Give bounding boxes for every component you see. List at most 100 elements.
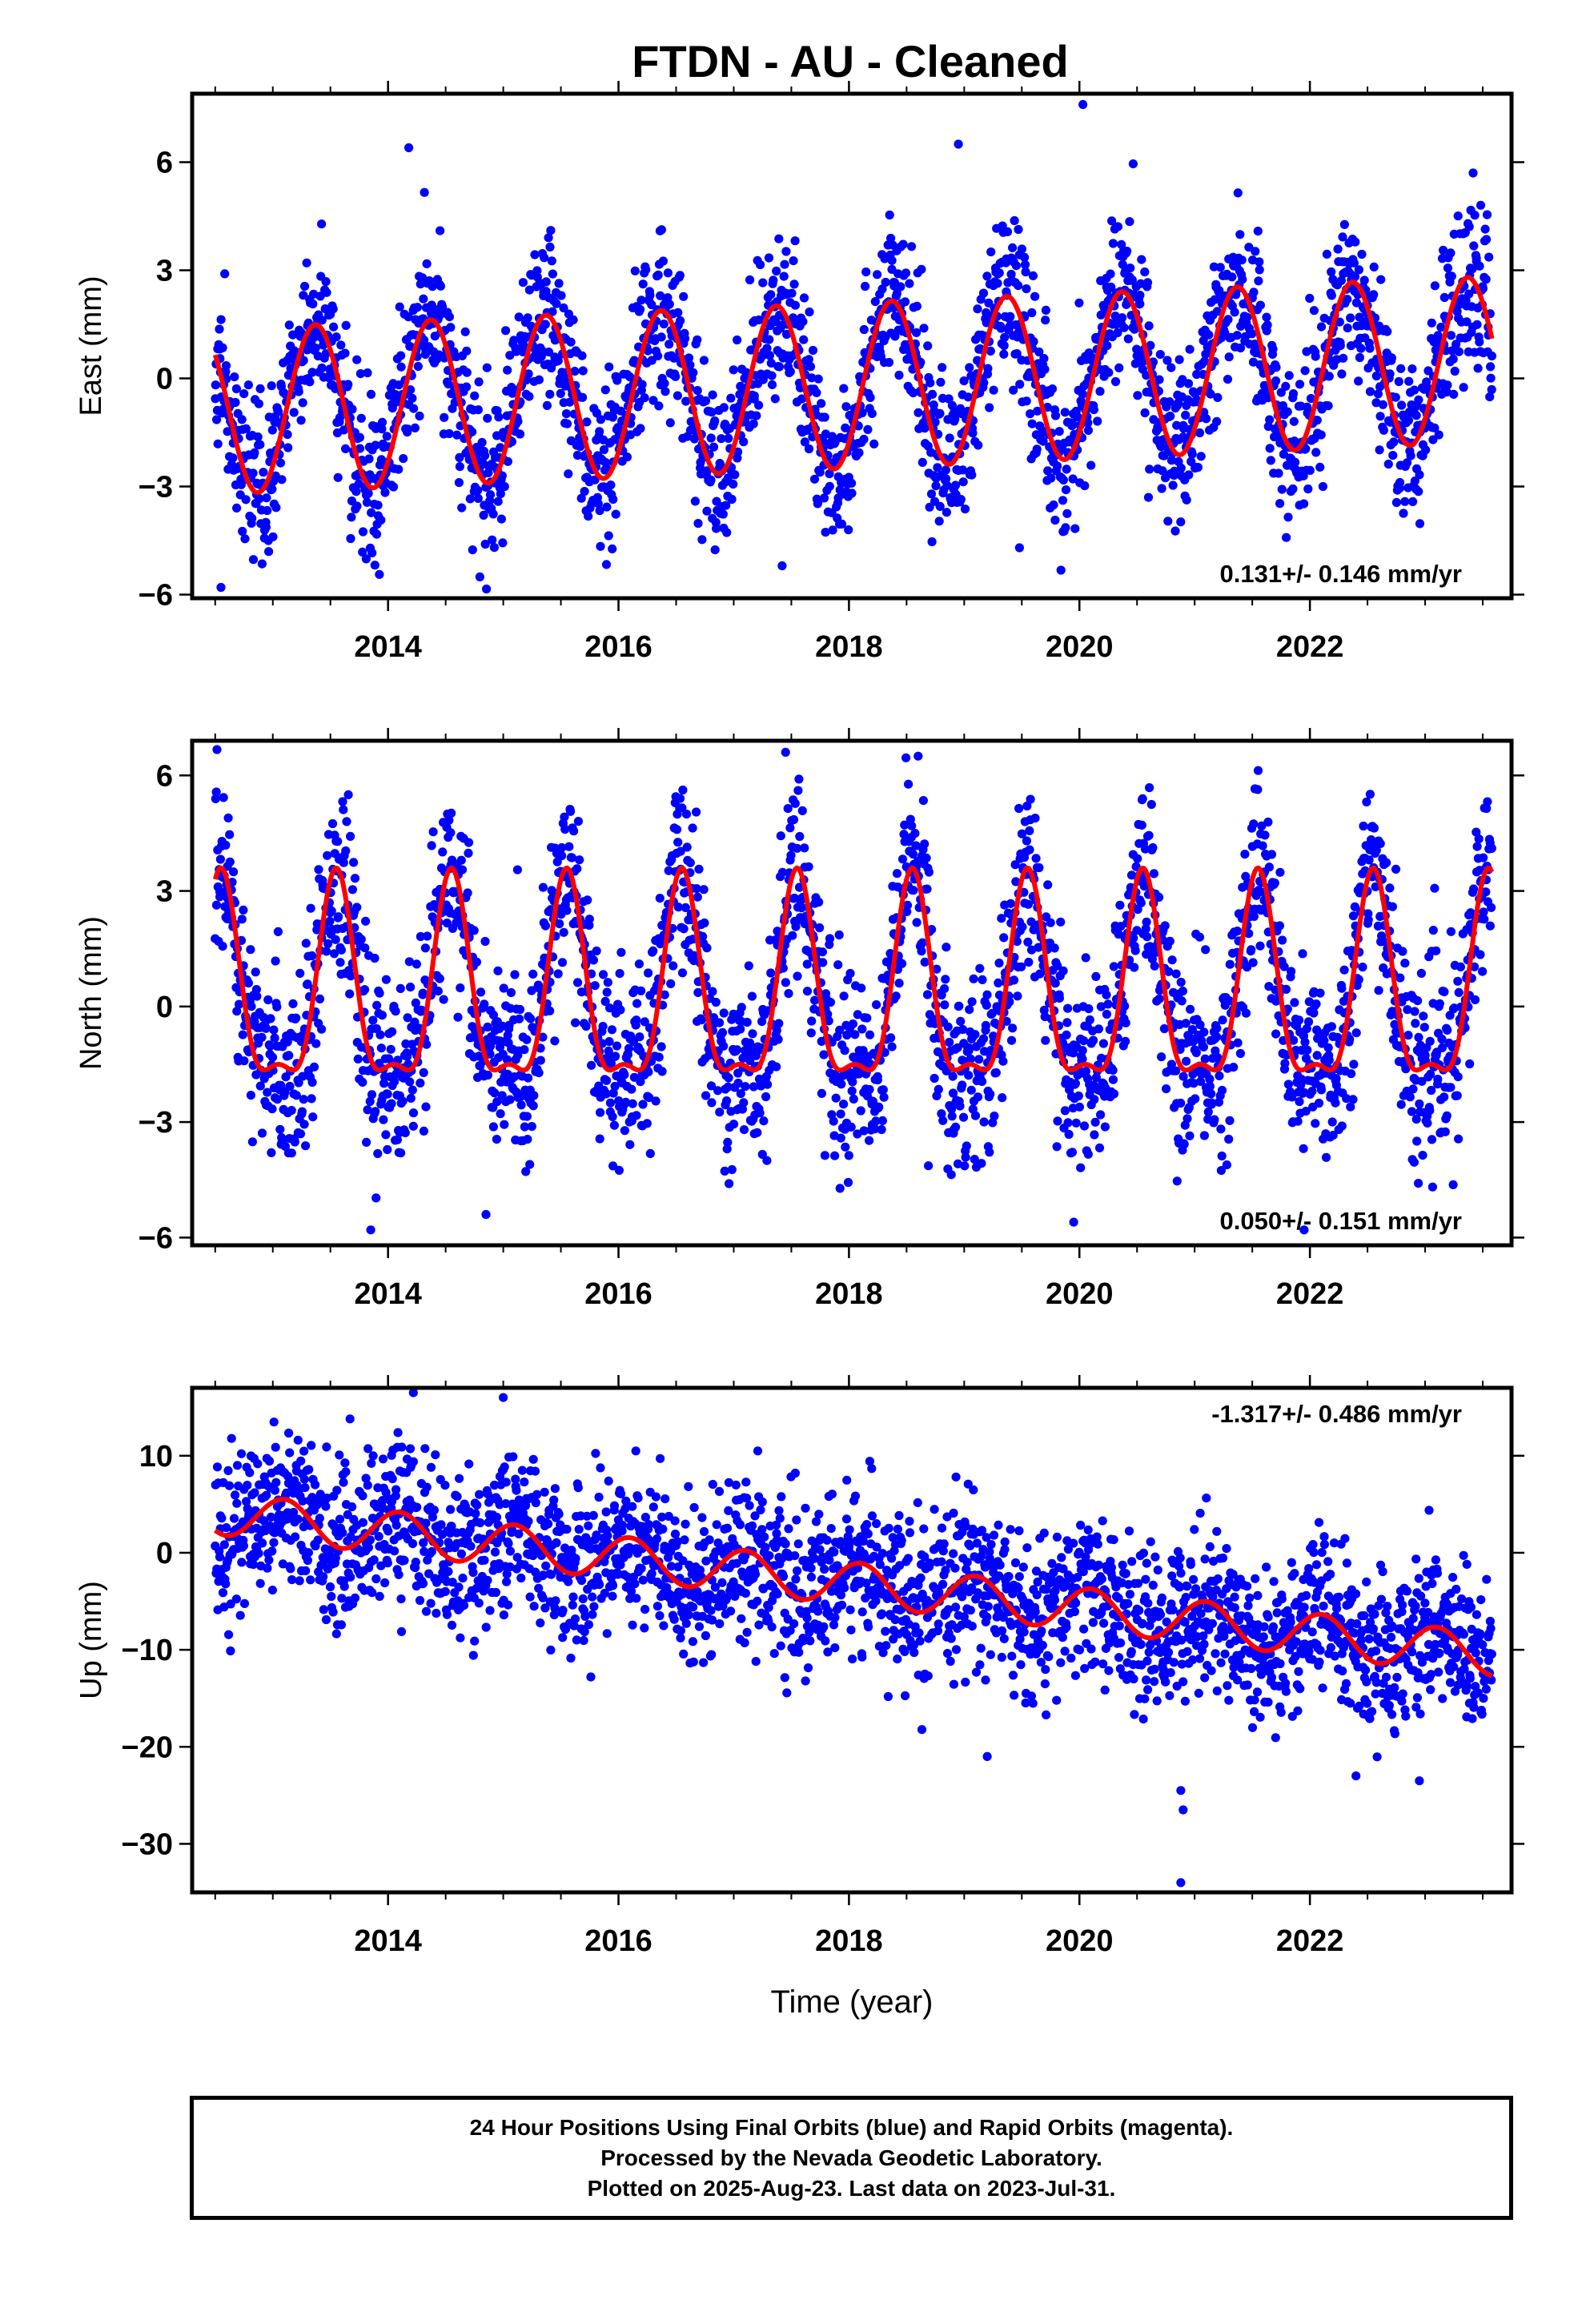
data-point bbox=[989, 385, 998, 395]
data-point bbox=[969, 974, 978, 983]
data-point bbox=[733, 1045, 742, 1055]
data-point bbox=[251, 967, 260, 977]
data-point bbox=[215, 324, 224, 334]
data-point bbox=[540, 253, 549, 263]
data-point bbox=[958, 1112, 969, 1122]
data-point bbox=[608, 412, 618, 422]
data-point bbox=[307, 1077, 317, 1088]
data-point bbox=[1086, 460, 1096, 470]
data-point bbox=[846, 1122, 856, 1132]
data-point bbox=[1193, 463, 1203, 472]
data-point bbox=[675, 271, 685, 280]
data-point bbox=[1071, 1118, 1081, 1128]
data-point bbox=[1253, 766, 1263, 775]
data-point bbox=[500, 1120, 509, 1129]
data-point bbox=[566, 806, 576, 816]
data-point bbox=[733, 447, 743, 456]
data-point bbox=[1212, 1032, 1222, 1042]
data-point bbox=[1262, 312, 1271, 322]
data-point bbox=[644, 1067, 653, 1076]
data-point bbox=[847, 478, 857, 489]
data-point bbox=[1281, 984, 1291, 994]
data-point bbox=[1430, 281, 1439, 291]
data-point bbox=[802, 959, 812, 969]
y-tick-label: −3 bbox=[139, 471, 173, 505]
data-point bbox=[912, 918, 921, 927]
data-point bbox=[1063, 1003, 1073, 1013]
data-point bbox=[564, 842, 574, 851]
data-point bbox=[213, 439, 223, 448]
data-point bbox=[321, 349, 331, 359]
data-point bbox=[1335, 341, 1345, 351]
data-point bbox=[506, 987, 516, 998]
data-point bbox=[1249, 287, 1259, 297]
data-point bbox=[503, 365, 512, 375]
data-point bbox=[329, 949, 339, 959]
data-point bbox=[784, 989, 793, 999]
data-point bbox=[819, 493, 829, 503]
data-point bbox=[296, 416, 306, 425]
data-point bbox=[590, 981, 600, 991]
data-point bbox=[741, 1082, 750, 1092]
data-point bbox=[1406, 451, 1415, 460]
data-point bbox=[673, 838, 683, 847]
data-point bbox=[806, 1028, 816, 1038]
data-point bbox=[1379, 425, 1388, 435]
data-point bbox=[933, 463, 942, 472]
data-point bbox=[901, 297, 910, 307]
data-point bbox=[966, 1085, 976, 1095]
data-point bbox=[1284, 371, 1294, 380]
data-point bbox=[1191, 1047, 1201, 1058]
data-point bbox=[404, 312, 413, 322]
data-point bbox=[632, 1015, 641, 1025]
data-point bbox=[231, 397, 240, 408]
data-point bbox=[1144, 830, 1154, 840]
data-point bbox=[1229, 1063, 1239, 1072]
data-point bbox=[355, 369, 365, 379]
data-point bbox=[1271, 376, 1281, 386]
data-point bbox=[927, 537, 937, 547]
data-point bbox=[1421, 445, 1431, 455]
data-point bbox=[663, 268, 673, 278]
data-point bbox=[608, 1112, 617, 1121]
data-point bbox=[358, 547, 367, 557]
data-point bbox=[815, 923, 825, 933]
data-point bbox=[1415, 470, 1424, 480]
data-point bbox=[983, 364, 993, 373]
data-point bbox=[1291, 457, 1300, 467]
data-point bbox=[534, 1068, 544, 1078]
data-point bbox=[311, 344, 320, 353]
data-point bbox=[752, 411, 761, 420]
data-point bbox=[1165, 936, 1174, 946]
data-point bbox=[356, 935, 366, 944]
data-point bbox=[1376, 275, 1386, 284]
data-point bbox=[447, 808, 456, 818]
data-point bbox=[1339, 965, 1349, 975]
data-point bbox=[263, 995, 273, 1005]
data-point bbox=[301, 939, 311, 948]
data-point bbox=[514, 312, 524, 322]
data-point bbox=[395, 302, 404, 312]
data-point bbox=[371, 440, 380, 450]
data-point bbox=[381, 1130, 391, 1140]
data-point bbox=[352, 355, 362, 364]
data-point bbox=[232, 503, 242, 513]
data-point bbox=[522, 1112, 532, 1121]
data-point bbox=[611, 509, 620, 519]
data-point bbox=[950, 480, 961, 490]
data-point bbox=[1365, 344, 1375, 353]
data-point bbox=[1008, 243, 1018, 252]
data-point bbox=[502, 1055, 512, 1064]
data-point bbox=[329, 322, 339, 332]
data-point bbox=[544, 233, 553, 243]
data-point bbox=[1338, 232, 1347, 242]
data-point bbox=[754, 400, 764, 410]
data-point bbox=[1015, 380, 1025, 389]
data-point bbox=[999, 349, 1009, 359]
data-point bbox=[904, 779, 913, 789]
data-point bbox=[723, 1137, 733, 1147]
data-point bbox=[935, 408, 945, 418]
data-point bbox=[651, 1096, 661, 1106]
data-point bbox=[396, 983, 405, 993]
data-point bbox=[341, 444, 351, 454]
